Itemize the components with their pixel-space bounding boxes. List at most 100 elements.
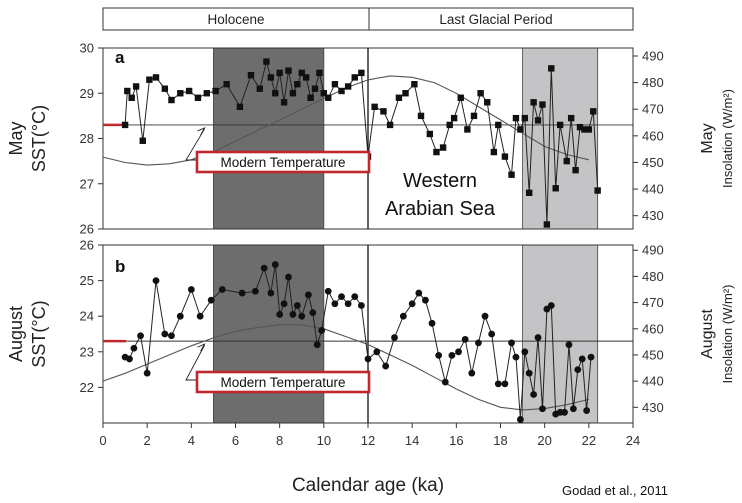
sst-data-point — [276, 311, 284, 318]
sst-data-point — [316, 69, 323, 77]
callout-leader — [185, 344, 205, 381]
sst-data-point — [285, 273, 292, 281]
sst-data-point — [484, 99, 491, 106]
sst-data-point — [351, 74, 358, 81]
sst-data-point — [185, 87, 193, 95]
sst-data-point — [304, 291, 312, 299]
region-label-line2: Arabian Sea — [385, 198, 496, 220]
sst-data-point — [267, 74, 275, 81]
sst-data-point — [152, 277, 160, 284]
sst-data-point — [302, 74, 310, 81]
y-tick-label: 23 — [80, 344, 94, 359]
sst-data-point — [196, 312, 204, 320]
x-tick-label: 10 — [317, 433, 331, 448]
sst-data-point — [468, 369, 476, 377]
y2-tick-label: 480 — [642, 269, 664, 284]
sst-data-point — [373, 348, 381, 356]
x-tick-label: 2 — [144, 433, 151, 448]
x-tick-label: 6 — [232, 433, 239, 448]
sst-data-point — [494, 380, 502, 388]
sst-data-point — [461, 335, 469, 343]
callout-arrowhead — [197, 343, 206, 352]
sst-data-point — [530, 391, 538, 398]
sst-data-point — [176, 312, 184, 320]
sst-data-point — [212, 87, 219, 95]
y-tick-label: 29 — [80, 86, 94, 101]
sst-data-point — [247, 71, 255, 79]
glacial-shading — [522, 47, 599, 230]
y-tick-label: 24 — [80, 309, 94, 324]
x-tick-label: 24 — [626, 433, 640, 448]
y2-axis-title-line1: May — [699, 123, 716, 153]
y-axis-title-line1: May — [6, 121, 26, 155]
sst-data-point — [325, 94, 332, 101]
x-tick-label: 18 — [493, 433, 507, 448]
panel-letter: b — [115, 257, 125, 276]
sst-data-point — [351, 293, 359, 301]
sst-data-point — [594, 187, 601, 194]
sst-data-point — [320, 90, 328, 97]
sst-data-point — [547, 302, 555, 309]
sst-data-point — [271, 261, 279, 268]
source-credit: Godad et al., 2011 — [562, 483, 668, 498]
sst-data-point — [521, 114, 528, 122]
sst-data-point — [578, 355, 586, 363]
sst-data-point — [358, 69, 365, 77]
sst-data-point — [128, 94, 135, 101]
sst-data-point — [130, 344, 138, 352]
insolation-curve — [102, 324, 589, 411]
sst-data-point — [508, 339, 515, 347]
y-tick-label: 27 — [80, 176, 94, 191]
y-tick-label: 30 — [80, 41, 94, 56]
sst-data-point — [548, 65, 555, 72]
sst-data-point — [569, 405, 577, 413]
sst-data-point — [236, 103, 244, 111]
sst-data-point — [417, 112, 425, 120]
sst-data-point — [408, 300, 416, 308]
x-axis: 0 2 4 6 8 10 12 14 16 18 20 22 24 — [99, 423, 640, 448]
sst-data-point — [512, 353, 520, 361]
y2-tick-label: 460 — [642, 321, 664, 336]
x-axis-title: Calendar age (ka) — [292, 475, 444, 496]
sst-data-point — [439, 144, 447, 151]
x-tick-label: 16 — [449, 433, 463, 448]
sst-data-point — [512, 114, 520, 122]
sst-data-point — [280, 99, 288, 106]
sst-data-point — [426, 130, 434, 138]
sst-data-point — [525, 369, 533, 377]
y-tick-label: 25 — [80, 273, 94, 288]
sst-data-point — [552, 185, 559, 192]
sst-data-point — [289, 90, 297, 97]
x-tick-label: 14 — [405, 433, 419, 448]
sst-data-point — [481, 312, 489, 320]
sst-data-point — [311, 85, 319, 92]
sst-data-point — [450, 114, 458, 122]
y2-tick-label: 450 — [642, 155, 664, 170]
sst-data-point — [391, 334, 398, 341]
y2-tick-label: 470 — [642, 295, 664, 310]
sst-data-point — [581, 126, 588, 133]
sst-data-point — [501, 153, 509, 160]
sst-data-point — [583, 407, 591, 414]
sst-data-point — [267, 289, 275, 297]
sst-data-point — [435, 351, 443, 359]
sst-data-point — [338, 87, 345, 95]
sst-data-point — [298, 69, 305, 77]
sst-data-point — [446, 121, 453, 129]
sst-data-point — [433, 148, 440, 156]
x-tick-label: 8 — [276, 433, 283, 448]
sst-data-point — [402, 90, 409, 97]
sst-data-point — [298, 312, 306, 320]
y2-tick-label: 490 — [642, 243, 664, 258]
y2-tick-label: 450 — [642, 347, 664, 362]
last-glacial-period-label: Last Glacial Period — [439, 12, 552, 27]
sst-data-point — [521, 348, 529, 356]
sst-data-point — [344, 300, 352, 308]
sst-data-point — [415, 289, 423, 297]
sst-data-point — [207, 296, 215, 304]
sst-data-point — [263, 58, 270, 65]
sst-data-point — [526, 189, 533, 196]
sst-data-point — [495, 121, 502, 129]
callout-arrowhead — [197, 126, 206, 136]
sst-data-point — [590, 108, 597, 115]
